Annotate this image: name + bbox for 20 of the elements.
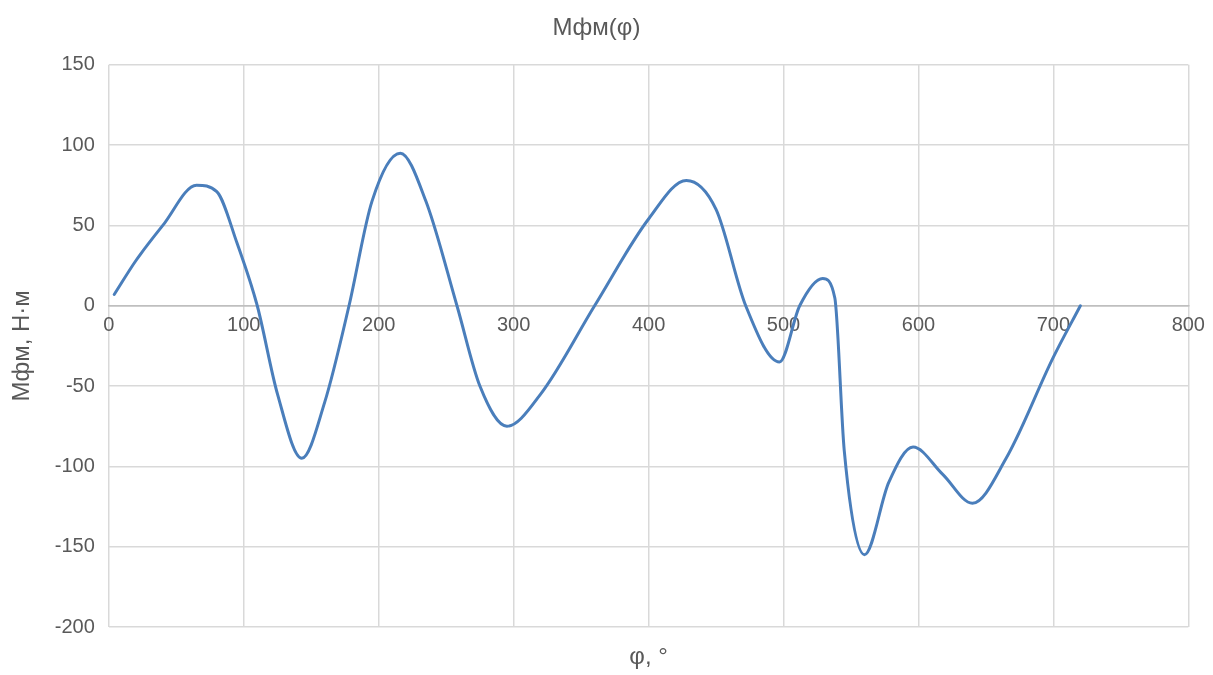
y-tick-label: -150 — [54, 534, 95, 557]
y-tick-label: -200 — [54, 614, 95, 637]
x-tick-label: 100 — [227, 313, 261, 336]
line-series — [112, 151, 1082, 557]
x-tick-label: 400 — [631, 313, 666, 336]
y-tick-label: 150 — [61, 52, 95, 75]
y-tick-label: 100 — [61, 132, 95, 155]
y-tick-label: 50 — [72, 212, 95, 235]
x-tick-label: 200 — [362, 313, 396, 336]
x-tick-label: 300 — [496, 313, 531, 336]
y-tick-label: -100 — [54, 453, 95, 476]
x-tick-label: 800 — [1171, 313, 1205, 336]
x-tick-label: 0 — [103, 313, 115, 336]
x-tick-label: 600 — [901, 313, 936, 336]
x-tick-label: 700 — [1036, 313, 1071, 336]
y-axis-title: Мфм, Н·м — [7, 290, 35, 402]
y-tick-label: -50 — [65, 373, 95, 396]
y-tick-label: 0 — [83, 293, 95, 316]
chart-title: Мфм(φ) — [552, 13, 641, 41]
x-axis-title: φ, ° — [629, 641, 668, 669]
